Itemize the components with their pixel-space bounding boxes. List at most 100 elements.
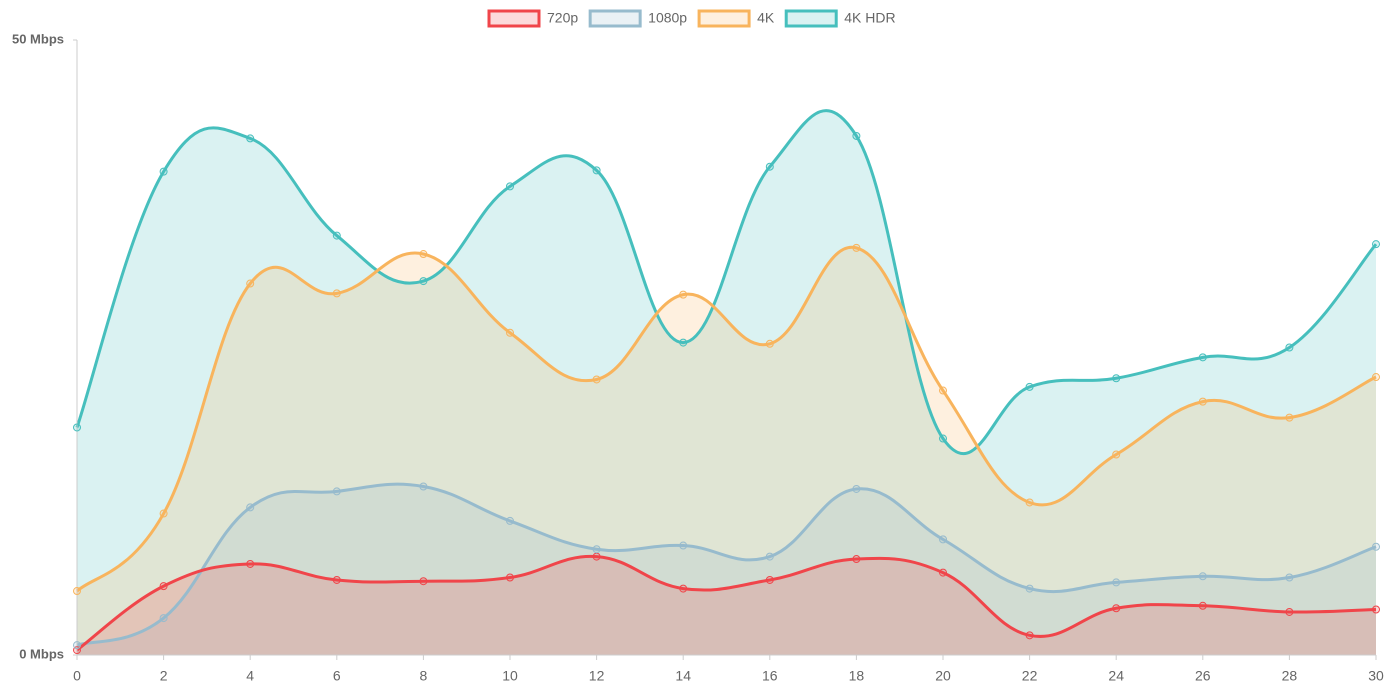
point: [852, 131, 861, 140]
point: [159, 509, 168, 518]
area: [77, 484, 1376, 655]
line: [76, 245, 1377, 593]
point: [506, 182, 514, 191]
point: [1112, 374, 1121, 383]
point: [506, 573, 514, 582]
point: [1025, 498, 1034, 507]
point: [939, 568, 947, 577]
point: [852, 484, 861, 493]
point: [939, 434, 947, 443]
point: [592, 545, 601, 554]
x-tick-label: 6: [333, 668, 341, 684]
point: [1025, 631, 1034, 640]
point: [419, 482, 428, 491]
legend-label: 4K HDR: [844, 10, 895, 26]
x-tick-label: 14: [675, 668, 691, 684]
y-tick-label: 50 Mbps: [12, 31, 64, 46]
point: [592, 166, 601, 175]
x-tick-label: 12: [589, 668, 605, 684]
point: [246, 134, 255, 143]
point: [419, 250, 428, 259]
point: [1285, 413, 1294, 422]
legend-swatch: [784, 9, 838, 28]
legend-label: 4K: [757, 10, 775, 26]
point: [1372, 373, 1380, 382]
point: [592, 375, 601, 384]
point: [1112, 450, 1121, 459]
x-tick-label: 0: [73, 668, 81, 684]
point: [1285, 573, 1294, 582]
area: [77, 556, 1376, 655]
legend-label: 720p: [547, 10, 578, 26]
area: [77, 110, 1376, 655]
point: [679, 338, 688, 347]
legend-label: 1080p: [648, 10, 687, 26]
legend-swatch: [487, 9, 541, 28]
point: [679, 541, 688, 550]
point: [1025, 382, 1034, 391]
point: [765, 162, 774, 171]
y-tick-label: 0 Mbps: [19, 646, 64, 661]
x-tick-label: 30: [1368, 668, 1384, 684]
legend-swatch: [697, 9, 751, 28]
line: [76, 555, 1377, 652]
x-tick-label: 4: [246, 668, 254, 684]
x-tick-label: 18: [849, 668, 865, 684]
point: [332, 487, 341, 496]
point: [679, 290, 688, 299]
point: [419, 577, 428, 586]
line: [76, 482, 1377, 647]
areas: [77, 110, 1376, 656]
point: [765, 339, 774, 348]
point: [159, 614, 168, 623]
point: [332, 231, 341, 240]
point: [1372, 542, 1380, 551]
point: [679, 584, 688, 593]
point: [1198, 601, 1207, 610]
point: [159, 582, 168, 591]
point: [246, 279, 255, 288]
point: [332, 289, 341, 298]
point: [1025, 584, 1034, 593]
point: [1198, 397, 1207, 406]
point: [1285, 607, 1294, 616]
point: [159, 167, 168, 176]
point: [765, 552, 774, 561]
legend-swatch: [588, 9, 642, 28]
x-tick-label: 10: [502, 668, 518, 684]
x-tick-label: 8: [420, 668, 428, 684]
point: [592, 552, 601, 561]
x-tick-label: 24: [1108, 668, 1124, 684]
point: [1198, 572, 1207, 581]
point: [506, 516, 514, 525]
point: [1285, 343, 1294, 352]
point: [1112, 604, 1121, 613]
point: [852, 555, 861, 564]
point: [1198, 353, 1207, 362]
point: [1372, 605, 1380, 614]
point: [939, 535, 947, 544]
area: [77, 247, 1376, 656]
line: [75, 109, 1378, 456]
point: [506, 328, 514, 337]
point: [852, 243, 861, 252]
point: [419, 277, 428, 286]
point: [765, 575, 774, 584]
point: [1372, 240, 1380, 249]
x-tick-label: 26: [1195, 668, 1211, 684]
x-tick-label: 2: [160, 668, 168, 684]
point: [939, 386, 947, 395]
point: [73, 641, 81, 650]
x-tick-label: 16: [762, 668, 778, 684]
lines: [75, 109, 1378, 652]
point: [1112, 578, 1121, 587]
point: [73, 587, 81, 596]
point: [73, 423, 81, 432]
point: [332, 575, 341, 584]
x-tick-label: 22: [1022, 668, 1038, 684]
point: [246, 503, 255, 512]
x-tick-label: 20: [935, 668, 951, 684]
point: [246, 559, 255, 568]
x-tick-label: 28: [1282, 668, 1298, 684]
